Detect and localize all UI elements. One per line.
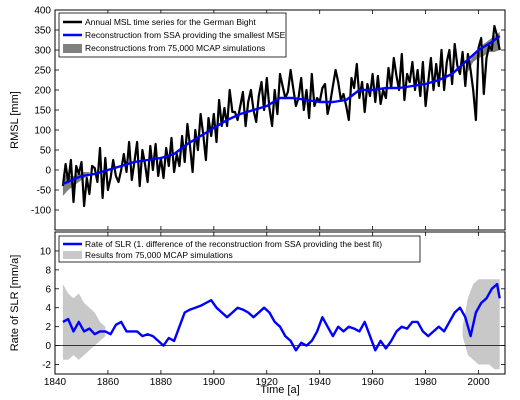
msl-y-tick-label: 50 (40, 146, 52, 157)
x-tick-label: 1980 (414, 377, 437, 388)
slr-legend-box (58, 235, 421, 263)
msl-y-tick-label: 300 (34, 46, 51, 57)
x-tick-label: 1860 (97, 377, 120, 388)
x-tick-label: 1920 (256, 377, 279, 388)
slr-series (62, 282, 501, 352)
x-tick-label: 1880 (150, 377, 173, 388)
slr-y-tick-label: 8 (45, 265, 51, 276)
slr-mcap-band-start (62, 284, 106, 360)
msl-series (61, 24, 501, 208)
msl-legend-label-observed: Annual MSL time series for the German Bi… (85, 17, 256, 27)
slr-y-ticks: -2 0 2 4 6 8 10 (40, 232, 505, 374)
slr-y-tick-label: -2 (42, 360, 51, 371)
msl-legend-label-mcap: Reconstructions from 75,000 MCAP simulat… (85, 43, 265, 53)
slr-legend-swatch-mcap (63, 251, 82, 259)
msl-legend-label-ssa: Reconstruction from SSA providing the sm… (85, 30, 286, 40)
msl-series-line-1 (62, 35, 501, 186)
msl-y-tick-label: 250 (34, 66, 51, 77)
x-tick-label: 1960 (362, 377, 385, 388)
slr-panel: -2 0 2 4 6 8 10 Rate of SLR [mm/a] Rate of SLR… (9, 231, 506, 396)
x-tick-label: 2000 (467, 377, 490, 388)
slr-mcap-band (62, 279, 500, 370)
msl-panel: -100 -50 0 50 100 150 200 250 300 350 400 RMSL [mm… (9, 6, 506, 231)
slr-legend: Rate of SLR (1. difference of the recons… (58, 235, 421, 263)
msl-y-tick-label: 150 (34, 106, 51, 117)
msl-y-tick-label: 350 (34, 26, 51, 37)
slr-y-axis-label: Rate of SLR [mm/a] (9, 255, 21, 352)
x-axis-label: Time [a] (260, 384, 299, 396)
msl-y-tick-label: 0 (45, 166, 51, 177)
msl-legend: Annual MSL time series for the German Bi… (58, 12, 287, 58)
slr-y-tick-label: 0 (45, 341, 51, 352)
msl-legend-swatch-mcap (63, 44, 82, 53)
slr-mcap-band-end (462, 279, 500, 370)
msl-legend-box (58, 12, 287, 58)
slr-y-tick-label: 6 (45, 284, 51, 295)
msl-series-line-0 (61, 24, 501, 208)
slr-y-tick-label: 2 (45, 322, 51, 333)
slr-series-line-0 (62, 282, 501, 352)
msl-y-axis-label: RMSL [mm] (9, 91, 21, 149)
msl-y-tick-label: 200 (34, 86, 51, 97)
slr-legend-label-mcap: Results from 75,000 MCAP simulations (85, 250, 233, 260)
time-x-ticks: 1840 1860 1880 1900 1920 1940 1960 1980 2000 (44, 377, 490, 388)
slr-y-tick-label: 10 (40, 246, 52, 257)
msl-y-tick-label: -50 (37, 186, 52, 197)
msl-y-tick-label: 100 (34, 126, 51, 137)
slr-axes-frame (54, 231, 506, 375)
msl-y-tick-label: -100 (31, 206, 51, 217)
x-tick-label: 1840 (44, 377, 67, 388)
msl-y-ticks: -100 -50 0 50 100 150 200 250 300 350 400 (31, 6, 505, 230)
x-tick-label: 1900 (203, 377, 226, 388)
msl-y-tick-label: 400 (34, 6, 51, 17)
msl-axes-frame (54, 9, 506, 231)
slr-y-tick-label: 4 (45, 303, 51, 314)
slr-legend-label-rate: Rate of SLR (1. difference of the recons… (85, 239, 382, 249)
x-tick-label: 1940 (309, 377, 332, 388)
